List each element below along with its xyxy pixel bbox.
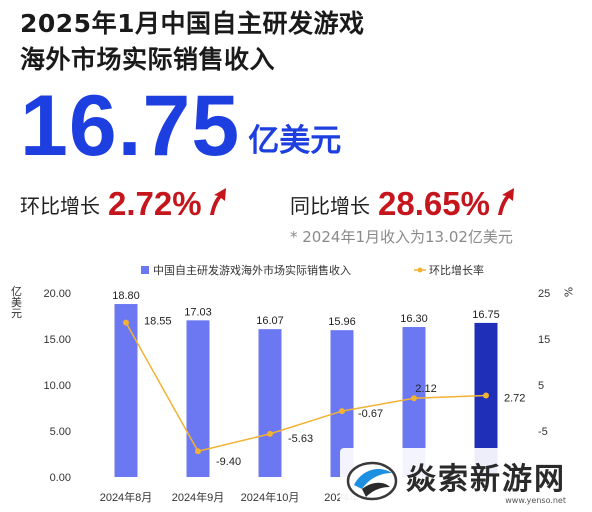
bars [114,304,498,477]
headline-unit: 亿美元 [248,123,342,159]
bar [186,320,210,477]
x-tick-label: 2024年10月 [241,490,300,504]
legend-line-dot [417,267,423,273]
y-axis-left-ticks: 0.00 5.00 10.00 15.00 20.00 [43,288,71,484]
line-value-label: 18.55 [144,316,172,328]
y-right-tick-label: 15 [538,334,550,346]
y-right-tick-label: 25 [538,288,550,300]
bar [474,322,498,477]
y-left-tick-label: 0.00 [50,472,71,484]
y-left-tick-label: 20.00 [43,288,71,300]
bar-labels: 18.80 17.03 16.07 15.96 16.30 16.75 [112,290,500,328]
x-axis-ticks: 2024年8月2024年9月2024年10月2024年 [100,490,360,504]
line-series: 18.55 -9.40 -5.63 -0.67 2.12 2.72 [123,316,525,468]
arrow-up-icon [494,187,516,221]
bar [114,304,138,477]
watermark-logo-icon [346,461,398,501]
y-left-tick-label: 15.00 [43,334,71,346]
y-axis-left-label: 亿美元 [10,285,23,318]
line-point [339,408,345,415]
footnote: * 2024年1月收入为13.02亿美元 [290,228,513,246]
chart-title-line1: 2025年1月中国自主研发游戏 [20,9,365,38]
line-value-label: 2.72 [504,392,525,404]
headline-value: 16.75 亿美元 [20,78,342,174]
mom-label: 环比增长 [20,193,100,218]
line-point [123,319,129,326]
legend-bar-swatch [141,266,149,274]
line-value-label: -0.67 [358,408,383,420]
y-axis-right-label: % [562,287,575,297]
line-path [125,322,487,453]
bar [402,327,426,477]
chart-legend: 中国自主研发游戏海外市场实际销售收入 环比增长率 [141,263,484,277]
chart-title-line2: 海外市场实际销售收入 [20,45,276,74]
y-left-tick-label: 10.00 [43,380,71,392]
y-left-tick-label: 5.00 [50,426,71,438]
legend-line-label: 环比增长率 [429,263,484,277]
bar-value-label: 18.80 [112,290,140,302]
yoy-growth: 同比增长 28.65% [290,184,516,224]
legend-bar-label: 中国自主研发游戏海外市场实际销售收入 [153,263,351,277]
line-point [267,430,273,437]
line-point [411,395,417,402]
watermark: 焱索新游网 www.yenso.net [340,448,590,510]
y-right-tick-label: 5 [538,380,544,392]
line-value-label: -5.63 [288,433,313,445]
bar-value-label: 16.07 [256,315,284,327]
bar-value-label: 15.96 [328,316,356,328]
bar-value-label: 17.03 [184,306,212,318]
bar-value-label: 16.75 [472,309,500,321]
bar [258,329,282,477]
y-right-tick-label: -5 [538,426,548,438]
arrow-up-icon [206,187,228,221]
y-axis-left-title: 亿美元 [10,285,23,318]
bar-value-label: 16.30 [400,313,428,325]
yoy-label: 同比增长 [290,193,370,218]
line-value-label: -9.40 [216,456,241,468]
x-tick-label: 2024年8月 [100,490,153,504]
y-axis-right-ticks: -5 5 15 25 [538,288,550,438]
y-axis-right-title: % [562,287,575,297]
bar [330,330,354,477]
x-tick-label: 2024年9月 [172,490,225,504]
line-value-label: 2.12 [415,383,436,395]
revenue-chart: 中国自主研发游戏海外市场实际销售收入 环比增长率 亿美元 % 0.00 5.00 1… [10,263,575,504]
watermark-url: www.yenso.net [505,495,566,505]
mom-growth: 环比增长 2.72% [20,184,228,224]
line-point [483,392,489,399]
yoy-value: 28.65% [378,185,490,222]
watermark-name: 焱索新游网 [406,461,566,497]
headline-number: 16.75 [20,78,241,174]
mom-value: 2.72% [108,185,202,222]
line-point [195,448,201,455]
